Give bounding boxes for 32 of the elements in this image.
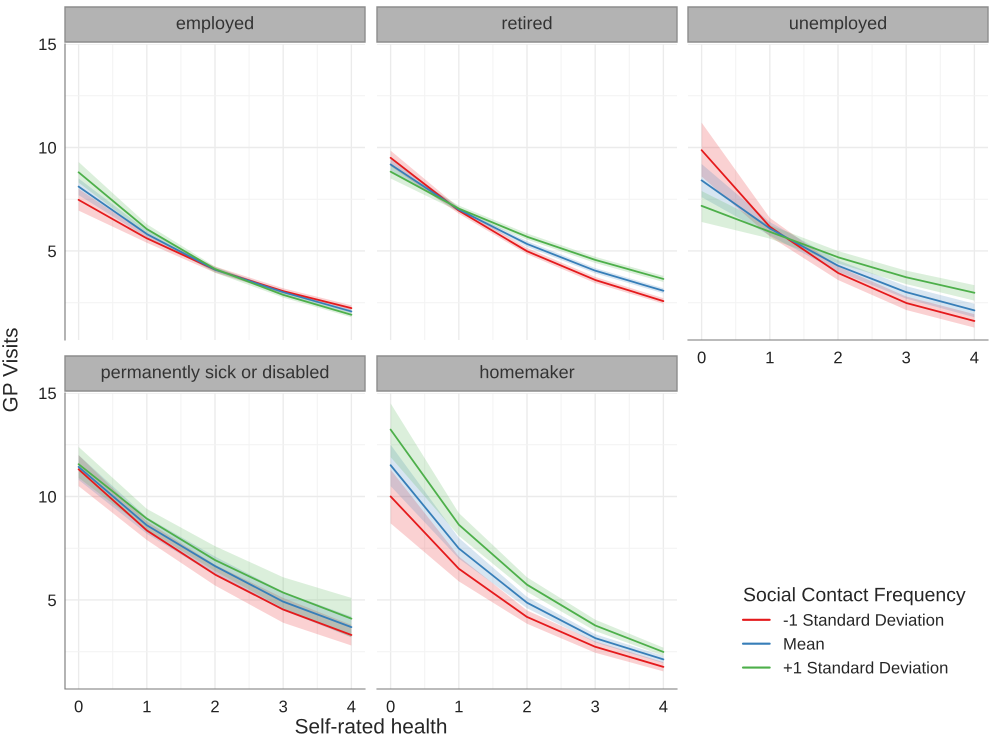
y-axis-title: GP Visits bbox=[2, 328, 18, 412]
legend-label: +1 Standard Deviation bbox=[784, 661, 948, 674]
x-tick-label: 4 bbox=[347, 700, 356, 712]
legend-label: -1 Standard Deviation bbox=[784, 614, 944, 626]
x-tick-label: 3 bbox=[591, 700, 600, 712]
y-tick-label: 10 bbox=[39, 142, 56, 154]
y-tick-label: 15 bbox=[39, 388, 56, 400]
y-tick-label: 5 bbox=[48, 246, 56, 258]
chart-title: unemployed bbox=[790, 16, 886, 33]
x-tick-label: 2 bbox=[834, 352, 842, 364]
x-tick-label: 0 bbox=[74, 700, 83, 712]
x-tick-label: 3 bbox=[279, 700, 288, 712]
x-tick-label: 0 bbox=[386, 700, 395, 712]
x-tick-label: 2 bbox=[523, 700, 531, 712]
y-tick-label: 5 bbox=[48, 594, 56, 606]
y-tick-label: 15 bbox=[39, 38, 56, 50]
chart-title: retired bbox=[502, 16, 552, 30]
x-tick-label: 0 bbox=[698, 352, 706, 364]
chart-title: employed bbox=[176, 16, 253, 33]
x-axis-title: Self-rated health bbox=[296, 718, 446, 734]
legend-label: Mean bbox=[784, 638, 824, 650]
chart-title: homemaker bbox=[480, 365, 574, 378]
chart-title: permanently sick or disabled bbox=[102, 365, 328, 382]
x-tick-label: 1 bbox=[766, 352, 774, 364]
x-tick-label: 2 bbox=[211, 700, 219, 712]
y-tick-label: 10 bbox=[39, 490, 56, 503]
x-tick-label: 3 bbox=[902, 352, 910, 364]
x-tick-label: 1 bbox=[143, 700, 151, 712]
x-tick-label: 4 bbox=[659, 700, 668, 712]
x-tick-label: 4 bbox=[970, 352, 979, 364]
x-tick-label: 1 bbox=[455, 700, 463, 712]
legend-title: Social Contact Frequency bbox=[744, 587, 966, 606]
